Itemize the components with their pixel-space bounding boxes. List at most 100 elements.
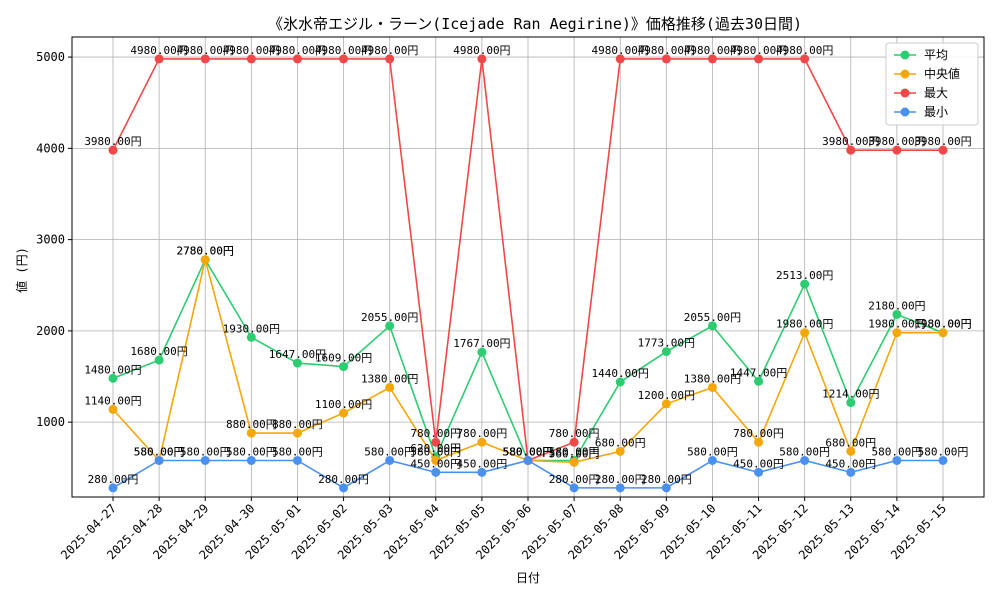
data-point	[246, 332, 256, 342]
data-label: 1100.00円	[315, 398, 372, 411]
data-point	[615, 446, 625, 456]
data-point	[800, 54, 810, 64]
data-point	[246, 428, 256, 438]
data-point	[846, 398, 856, 408]
data-point	[800, 328, 810, 338]
data-label: 1980.00円	[776, 318, 833, 331]
data-point	[477, 437, 487, 447]
data-point	[707, 54, 717, 64]
data-point	[339, 54, 349, 64]
data-point	[707, 382, 717, 392]
data-point	[431, 467, 441, 477]
data-label: 1773.00円	[638, 337, 695, 350]
data-label: 580.00円	[779, 445, 830, 458]
data-label: 280.00円	[595, 473, 646, 486]
data-point	[754, 467, 764, 477]
data-label: 580.00円	[272, 445, 323, 458]
data-point	[661, 54, 671, 64]
data-label: 1214.00円	[822, 388, 879, 401]
data-label: 580.00円	[503, 445, 554, 458]
data-label: 4980.00円	[223, 44, 280, 57]
data-point	[892, 309, 902, 319]
y-tick-label: 4000	[36, 141, 65, 155]
data-point	[846, 145, 856, 155]
data-label: 580.00円	[503, 445, 554, 458]
data-point	[754, 437, 764, 447]
data-label: 4980.00円	[315, 44, 372, 57]
data-point	[754, 54, 764, 64]
series-3	[108, 455, 948, 493]
data-label: 450.00円	[410, 457, 461, 470]
data-point	[892, 328, 902, 338]
data-point	[154, 54, 164, 64]
data-label: 4980.00円	[638, 44, 695, 57]
data-point	[661, 483, 671, 493]
data-point	[385, 321, 395, 331]
data-label: 580.00円	[134, 445, 185, 458]
data-label: 1767.00円	[453, 337, 510, 350]
data-point	[200, 455, 210, 465]
data-label: 1440.00円	[592, 367, 649, 380]
data-point	[523, 455, 533, 465]
data-label: 280.00円	[318, 473, 369, 486]
legend-marker	[900, 50, 910, 60]
data-point	[477, 54, 487, 64]
data-point	[800, 279, 810, 289]
data-label: 4980.00円	[130, 44, 187, 57]
data-point	[938, 328, 948, 338]
data-point	[292, 358, 302, 368]
data-label: 450.00円	[825, 457, 876, 470]
data-point	[661, 399, 671, 409]
data-label: 560.00円	[549, 447, 600, 460]
data-labels: 1480.00円 1680.00円 2780.00円 1930.00円 1647.00円…	[84, 44, 971, 486]
data-label: 4980.00円	[361, 44, 418, 57]
data-point	[615, 483, 625, 493]
data-point	[754, 376, 764, 386]
data-label: 580.00円	[872, 445, 923, 458]
legend-label: 中央値	[924, 66, 960, 81]
legend-marker	[900, 69, 910, 79]
data-label: 1380.00円	[684, 372, 741, 385]
legend-item: 平均	[894, 48, 948, 62]
data-point	[154, 355, 164, 365]
data-point	[246, 54, 256, 64]
data-label: 280.00円	[88, 473, 139, 486]
data-label: 780.00円	[457, 427, 508, 440]
data-label: 2055.00円	[684, 311, 741, 324]
data-point	[292, 54, 302, 64]
data-point	[385, 382, 395, 392]
data-label: 4980.00円	[453, 44, 510, 57]
legend-marker	[900, 107, 910, 117]
data-label: 3980.00円	[914, 135, 971, 148]
data-point	[569, 437, 579, 447]
legend-item: 最大	[894, 86, 948, 100]
data-label: 1380.00円	[361, 372, 418, 385]
data-label: 680.00円	[595, 436, 646, 449]
legend-label: 最小	[924, 105, 948, 119]
x-axis-label: 日付	[516, 571, 540, 585]
data-label: 2780.00円	[177, 245, 234, 258]
data-point	[385, 455, 395, 465]
y-tick-label: 2000	[36, 324, 65, 338]
data-point	[892, 145, 902, 155]
data-point	[108, 145, 118, 155]
data-point	[339, 362, 349, 372]
data-point	[707, 455, 717, 465]
data-label: 1647.00円	[269, 348, 326, 361]
data-label: 580.00円	[503, 445, 554, 458]
y-tick-label: 1000	[36, 415, 65, 429]
legend-label: 最大	[924, 86, 948, 100]
data-point	[707, 321, 717, 331]
data-label: 1200.00円	[638, 389, 695, 402]
data-point	[431, 455, 441, 465]
data-point	[154, 455, 164, 465]
data-label: 1680.00円	[130, 345, 187, 358]
data-point	[938, 455, 948, 465]
data-label: 2513.00円	[776, 269, 833, 282]
data-label: 450.00円	[733, 457, 784, 470]
data-point	[615, 377, 625, 387]
data-label: 3980.00円	[822, 135, 879, 148]
data-point	[800, 455, 810, 465]
